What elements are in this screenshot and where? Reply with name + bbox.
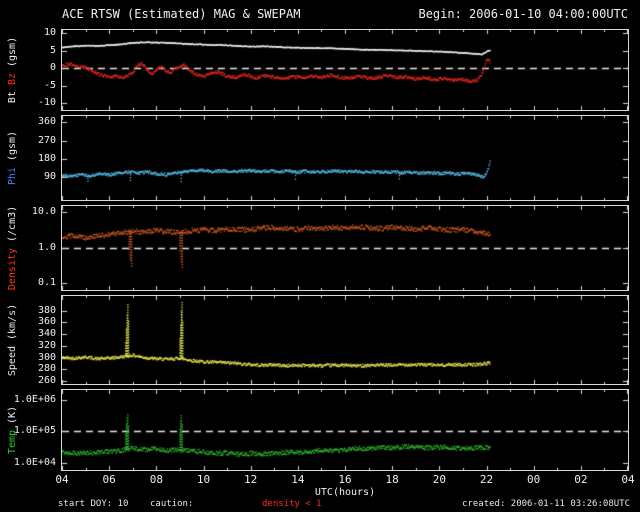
y-tick-label: 10: [43, 27, 56, 38]
y-axis-label-part: Speed: [7, 346, 18, 377]
y-tick-label: 1.0: [37, 242, 56, 253]
y-tick-label: 340: [37, 328, 56, 339]
y-tick-label: -10: [37, 97, 56, 108]
y-axis-label-part: (K): [7, 405, 18, 424]
y-axis-label-part: Phi: [7, 167, 18, 186]
x-tick-label: 10: [196, 473, 211, 486]
panel-mag-plot: [62, 30, 628, 110]
y-axis-label-part: (gsm): [7, 36, 18, 68]
panel-mag: [61, 29, 629, 111]
caution-label: caution:: [150, 499, 194, 509]
y-tick-label: 90: [43, 171, 56, 182]
y-tick-label: 360: [37, 116, 56, 127]
y-axis-label-speed: Speed (km/s): [7, 301, 18, 379]
y-axis-label-density: Density (/cm3): [7, 203, 18, 293]
y-tick-label: 10.0: [31, 206, 56, 217]
panel-phi-plot: [62, 116, 628, 200]
x-tick-label: 06: [102, 473, 116, 486]
chart-title: ACE RTSW (Estimated) MAG & SWEPAM: [62, 7, 301, 21]
panel-density-plot: [62, 206, 628, 290]
panel-density: [61, 205, 629, 291]
x-tick-label: 22: [479, 473, 494, 486]
y-tick-label: 380: [37, 305, 56, 316]
y-tick-label: 180: [37, 153, 56, 164]
y-axis-label-mag: Bt Bz (gsm): [7, 34, 18, 106]
y-tick-label: 280: [37, 363, 56, 374]
y-tick-label: 320: [37, 340, 56, 351]
y-axis-label-part: (/cm3): [7, 205, 18, 242]
x-tick-label: 02: [574, 473, 588, 486]
y-axis-label-part: (km/s): [7, 303, 18, 341]
y-axis-label-temp: Temp (K): [7, 403, 18, 457]
y-axis-label-part: (gsm): [7, 130, 18, 162]
y-axis-label-part: Bz: [7, 73, 18, 86]
y-tick-label: -5: [43, 80, 56, 91]
x-tick-label: 08: [149, 473, 163, 486]
x-tick-label: 18: [385, 473, 399, 486]
y-tick-label: 360: [37, 316, 56, 327]
title-row: ACE RTSW (Estimated) MAG & SWEPAM Begin:…: [62, 7, 628, 21]
y-tick-label: 5: [49, 45, 56, 56]
y-tick-label: 270: [37, 135, 56, 146]
x-tick-label: 04: [621, 473, 635, 486]
x-tick-label: 20: [432, 473, 446, 486]
panel-speed-plot: [62, 296, 628, 384]
x-tick-label: 00: [527, 473, 541, 486]
y-tick-label: 0: [49, 62, 56, 73]
begin-timestamp: Begin: 2006-01-10 04:00:00UTC: [418, 7, 628, 21]
panel-temp-plot: [62, 390, 628, 470]
y-axis-label-part: Temp: [7, 429, 18, 455]
panel-phi: [61, 115, 629, 201]
y-axis-label-part: Density: [7, 247, 18, 291]
y-tick-label: 260: [37, 375, 56, 386]
x-tick-label: 16: [338, 473, 352, 486]
panel-speed: [61, 295, 629, 385]
created-timestamp: created: 2006-01-11 03:26:08UTC: [462, 499, 630, 509]
x-tick-label: 04: [55, 473, 69, 486]
y-tick-label: 1.0E+06: [13, 394, 56, 405]
caution-value: density < 1: [262, 499, 322, 509]
y-tick-label: 1.0E+05: [13, 425, 56, 436]
x-tick-label: 14: [291, 473, 305, 486]
y-axis-label-phi: Phi (gsm): [7, 128, 18, 188]
y-tick-label: 1.0E+04: [13, 457, 56, 468]
y-tick-label: 300: [37, 352, 56, 363]
y-tick-label: 0.1: [37, 277, 56, 288]
panel-temp: [61, 389, 629, 471]
x-axis-title: UTC(hours): [314, 487, 376, 498]
x-tick-label: 12: [244, 473, 258, 486]
y-axis-label-part: Bt: [7, 91, 18, 104]
start-doy-label: start DOY: 10: [58, 499, 129, 509]
